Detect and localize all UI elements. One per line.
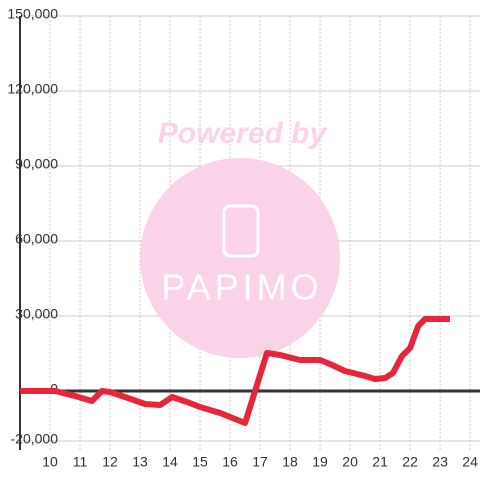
x-tick-label: 14 xyxy=(162,454,178,470)
x-tick-label: 18 xyxy=(282,454,298,470)
y-tick-label: 150,000 xyxy=(7,6,58,22)
y-tick-label: -20,000 xyxy=(11,431,59,447)
watermark-text: Powered by xyxy=(158,117,328,150)
watermark-logo: PAPIMO xyxy=(161,267,322,308)
x-tick-label: 15 xyxy=(192,454,208,470)
x-tick-label: 11 xyxy=(73,454,88,470)
watermark: Powered by PAPIMO xyxy=(140,117,340,358)
x-tick-label: 22 xyxy=(402,454,418,470)
x-tick-label: 20 xyxy=(342,454,358,470)
x-tick-label: 24 xyxy=(462,454,478,470)
watermark-circle xyxy=(140,158,340,358)
y-tick-label: 30,000 xyxy=(15,306,58,322)
x-tick-label: 23 xyxy=(432,454,448,470)
y-tick-label: 120,000 xyxy=(7,81,58,97)
x-tick-label: 19 xyxy=(312,454,328,470)
x-tick-label: 13 xyxy=(132,454,148,470)
x-tick-label: 17 xyxy=(252,454,268,470)
y-tick-label: 90,000 xyxy=(15,156,58,172)
x-tick-label: 16 xyxy=(222,454,238,470)
x-tick-label: 10 xyxy=(42,454,58,470)
data-line xyxy=(20,316,450,426)
x-tick-label: 12 xyxy=(102,454,118,470)
x-tick-label: 21 xyxy=(372,454,388,470)
y-tick-label: 60,000 xyxy=(15,231,58,247)
watermark-icon xyxy=(222,204,260,258)
